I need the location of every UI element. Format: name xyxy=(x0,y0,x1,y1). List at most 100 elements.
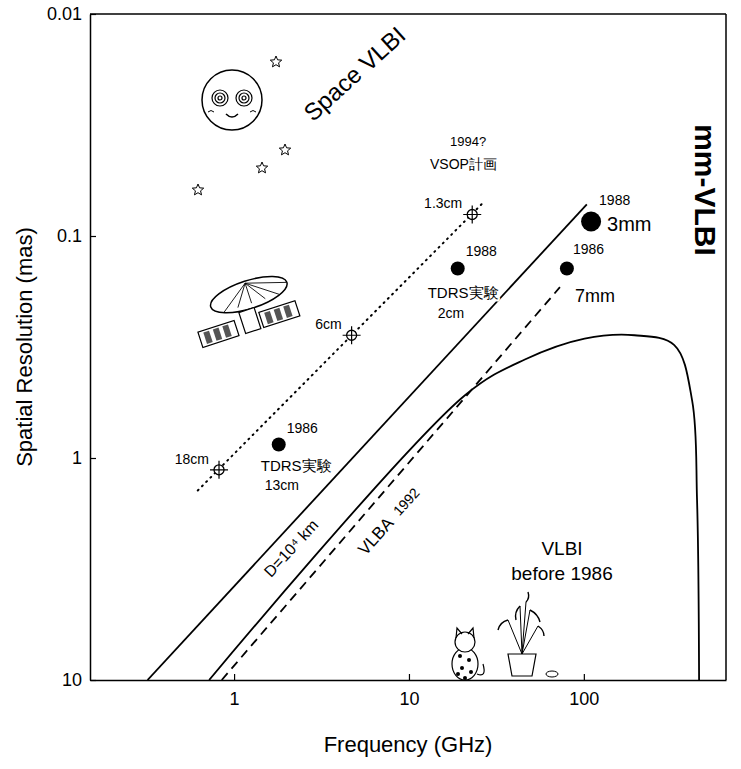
y-axis: 0.01 0.1 1 10 xyxy=(47,4,96,690)
panel-stripe xyxy=(222,324,231,337)
face-eye xyxy=(239,93,249,103)
face-icon xyxy=(202,70,262,130)
data-point xyxy=(463,205,481,223)
face-eye xyxy=(212,90,228,106)
tick: 10 xyxy=(399,674,419,709)
annotation: mm-VLBI xyxy=(689,124,722,256)
tick-label: 100 xyxy=(569,689,599,709)
tick-label: 1 xyxy=(230,689,240,709)
tick: 10 xyxy=(62,670,96,690)
point-label: 18cm xyxy=(175,451,209,467)
tick-mark xyxy=(90,680,96,681)
data-point xyxy=(343,326,361,344)
data-line xyxy=(148,204,587,680)
annotation: 1994? xyxy=(450,134,486,149)
marker-dot xyxy=(272,438,286,452)
line-label: D=10⁴ km xyxy=(261,516,322,580)
star-icon xyxy=(279,144,290,155)
tick: 1 xyxy=(230,674,240,709)
plant-leaf xyxy=(538,626,544,636)
satellite-rib xyxy=(245,274,279,303)
tick: 1 xyxy=(72,448,96,468)
face-outline xyxy=(202,70,262,130)
cat-tail xyxy=(477,664,484,675)
face-eye xyxy=(218,96,222,100)
cat-spot xyxy=(456,672,460,676)
plant-stem xyxy=(508,620,522,654)
plant-stem xyxy=(520,606,522,654)
annotation: VSOP計画 xyxy=(430,156,497,172)
plant-leaf xyxy=(498,620,508,630)
tick-label: 10 xyxy=(399,689,419,709)
point-label: 6cm xyxy=(315,316,341,332)
tick: 0.1 xyxy=(57,226,96,246)
cat-spot xyxy=(467,658,471,662)
face-cheek xyxy=(208,111,256,113)
tick-label: 10 xyxy=(62,670,82,690)
cat-spot xyxy=(458,654,462,658)
cat-body xyxy=(452,648,478,680)
panel-stripe xyxy=(283,305,292,318)
point-label: 13cm xyxy=(265,477,299,493)
tick: 100 xyxy=(569,674,599,709)
annotation: VLBA xyxy=(354,513,398,559)
plant-leaf xyxy=(516,606,521,620)
face-smile xyxy=(226,114,238,117)
satellite-icon xyxy=(187,268,299,347)
satellite-panel xyxy=(198,320,239,347)
marker-dot xyxy=(451,261,465,275)
marker-cross xyxy=(463,205,481,223)
tick-label: 0.01 xyxy=(47,4,82,24)
marker-cross xyxy=(210,461,228,479)
cat-spot xyxy=(469,670,473,674)
point-label: 7mm xyxy=(575,286,615,306)
tick-mark xyxy=(90,458,96,459)
axis-line xyxy=(91,680,727,682)
annotation: Space VLBI xyxy=(298,21,410,126)
data-point xyxy=(581,211,601,231)
plot-area xyxy=(90,14,726,680)
marker-cross xyxy=(343,326,361,344)
panel-frame xyxy=(259,301,300,328)
marker-dot xyxy=(560,261,574,275)
tick-label: 0.1 xyxy=(57,226,82,246)
satellite-rib xyxy=(231,283,251,307)
data-line xyxy=(209,335,699,680)
point-label: 2cm xyxy=(438,305,464,321)
data-layer xyxy=(148,204,700,680)
plant-stem xyxy=(522,626,538,654)
satellite-rib xyxy=(245,271,286,295)
face-eye xyxy=(242,96,246,100)
annotation: before 1986 xyxy=(511,563,612,584)
frame-line xyxy=(90,13,726,15)
pebble-icon xyxy=(546,671,558,677)
plant-pot xyxy=(508,654,536,676)
y-axis-title: Spatial Resolution (mas) xyxy=(12,227,37,467)
axis-line xyxy=(90,15,92,681)
data-point xyxy=(560,261,574,275)
tick-label: 1 xyxy=(72,448,82,468)
x-axis-title: Frequency (GHz) xyxy=(324,732,493,757)
x-axis: 1 10 100 xyxy=(91,674,727,709)
tick-mark xyxy=(409,674,410,680)
point-label: 3mm xyxy=(607,213,651,235)
tick-mark xyxy=(234,674,235,680)
data-line xyxy=(198,204,482,490)
satellite-body xyxy=(239,308,261,334)
data-point xyxy=(451,261,465,275)
star-icon xyxy=(270,56,281,67)
panel-stripe xyxy=(264,311,273,324)
point-label: 1.3cm xyxy=(424,195,462,211)
cat-spot xyxy=(460,666,464,670)
annotation: 1992 xyxy=(390,485,423,519)
cat-icon xyxy=(452,628,484,680)
plant-leaf xyxy=(530,610,540,622)
annotation: VLBI xyxy=(541,538,582,559)
plant-leaf xyxy=(526,592,529,602)
satellite-panel xyxy=(259,301,300,328)
face-eye xyxy=(236,90,252,106)
plant-stem xyxy=(522,602,526,654)
marker-dot xyxy=(581,211,601,231)
cat-head xyxy=(455,632,475,652)
panel-stripe xyxy=(274,308,283,321)
